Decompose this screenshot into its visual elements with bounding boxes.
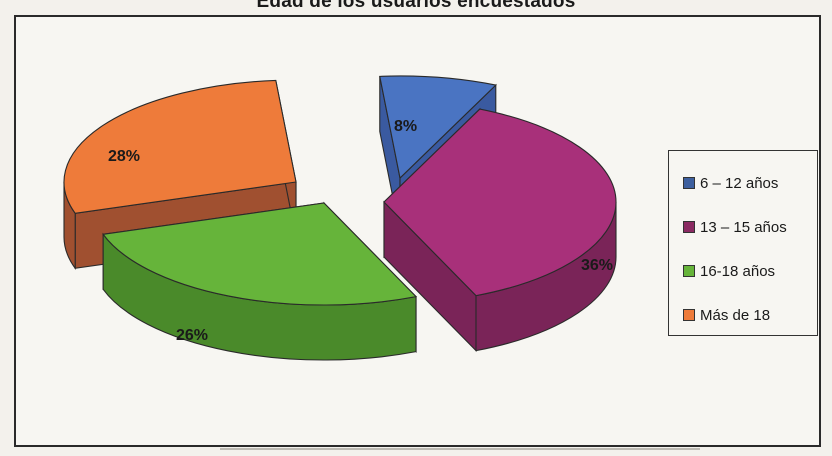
chart-title: Edad de los usuarios encuestados (256, 0, 576, 12)
legend-label-6-12: 6 – 12 años (700, 174, 779, 192)
data-label-13-15: 36% (581, 257, 614, 274)
legend-item-mas-18: Más de 18 (669, 293, 817, 337)
data-label-16-18: 26% (176, 327, 209, 344)
legend-swatch-6-12 (683, 177, 695, 189)
source-line (220, 448, 700, 450)
legend-swatch-16-18 (683, 265, 695, 277)
legend-swatch-mas-18 (683, 309, 695, 321)
legend: 6 – 12 años 13 – 15 años 16-18 años Más … (668, 150, 818, 336)
legend-item-16-18: 16-18 años (669, 249, 817, 293)
data-label-6-12: 8% (394, 118, 418, 135)
legend-label-13-15: 13 – 15 años (700, 218, 787, 236)
slice-6-12 (379, 75, 497, 180)
slice-16-18 (102, 202, 418, 306)
legend-label-mas-18: Más de 18 (700, 306, 771, 324)
legend-swatch-13-15 (683, 221, 695, 233)
slice-mas-18 (63, 79, 297, 214)
slice-13-15 (383, 108, 617, 297)
legend-item-13-15: 13 – 15 años (669, 205, 817, 249)
legend-label-16-18: 16-18 años (700, 262, 776, 280)
legend-item-6-12: 6 – 12 años (669, 161, 817, 205)
data-label-mas-18: 28% (108, 148, 141, 165)
